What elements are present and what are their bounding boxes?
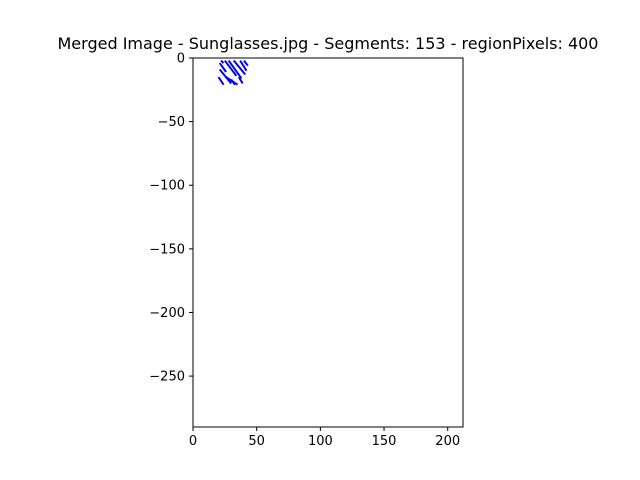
segment-line-3 <box>218 68 232 85</box>
segment-line-5 <box>217 76 225 86</box>
x-tick-label-2: 100 <box>308 434 333 449</box>
segment-line-11 <box>237 76 244 84</box>
plot-frame <box>192 57 464 428</box>
x-tick-label-0: 0 <box>189 434 197 449</box>
y-tick-label-5: −250 <box>149 370 185 385</box>
y-tick-label-1: −50 <box>158 115 185 130</box>
segment-line-4 <box>227 59 243 79</box>
segment-line-10 <box>243 59 249 67</box>
y-axis: 0 −50 −100 −150 −200 −250 <box>149 52 193 385</box>
segment-line-2 <box>224 59 238 77</box>
segment-line-9 <box>230 79 236 86</box>
segment-marks <box>217 59 249 86</box>
y-tick-label-0: 0 <box>177 52 185 67</box>
chart-title: Merged Image - Sunglasses.jpg - Segments… <box>58 34 599 53</box>
segment-line-0 <box>220 59 225 64</box>
segment-line-1 <box>218 62 227 73</box>
y-tick-label-2: −100 <box>149 179 185 194</box>
x-tick-label-4: 200 <box>435 434 460 449</box>
x-tick-label-1: 50 <box>248 434 265 449</box>
y-tick-label-4: −200 <box>149 306 185 321</box>
segment-line-6 <box>232 59 246 76</box>
x-tick-label-3: 150 <box>372 434 397 449</box>
y-tick-label-3: −150 <box>149 242 185 257</box>
x-axis: 0 50 100 150 200 <box>189 427 460 449</box>
segment-line-8 <box>239 60 248 72</box>
